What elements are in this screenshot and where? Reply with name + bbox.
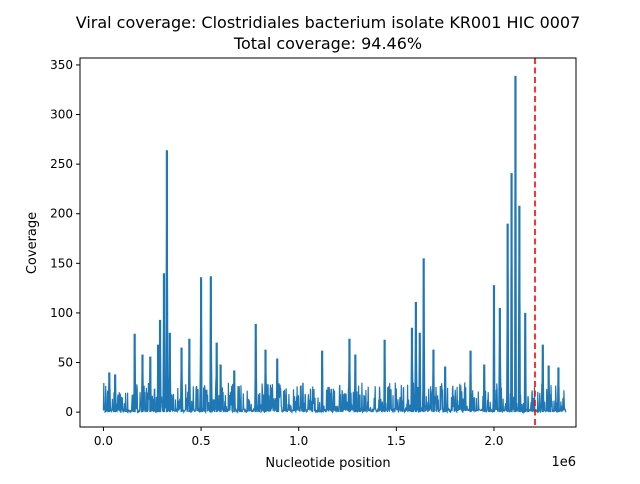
x-axis-offset-label: 1e6 bbox=[551, 455, 576, 470]
coverage-series-line bbox=[102, 115, 567, 415]
y-tick-label: 0 bbox=[65, 405, 73, 419]
x-tick-label: 2.0 bbox=[484, 434, 503, 448]
y-tick-label: 350 bbox=[50, 58, 73, 72]
x-axis-label: Nucleotide position bbox=[265, 456, 390, 471]
y-tick-label: 250 bbox=[50, 157, 73, 171]
axis-ticks: 0.0 0.5 1.0 1.5 2.0 0 50 100 150 200 250 300 350 bbox=[50, 58, 503, 448]
y-tick-label: 100 bbox=[50, 306, 73, 320]
x-tick-label: 1.5 bbox=[387, 434, 406, 448]
chart-subtitle: Total coverage: 94.46% bbox=[233, 34, 422, 53]
plot-area bbox=[102, 58, 567, 427]
y-tick-label: 300 bbox=[50, 108, 73, 122]
x-tick-label: 1.0 bbox=[289, 434, 308, 448]
y-tick-label: 200 bbox=[50, 207, 73, 221]
chart-title: Viral coverage: Clostridiales bacterium … bbox=[76, 13, 581, 32]
x-tick-label: 0.5 bbox=[192, 434, 211, 448]
y-tick-label: 50 bbox=[58, 356, 73, 370]
y-axis-label: Coverage bbox=[25, 212, 40, 274]
x-tick-label: 0.0 bbox=[94, 434, 113, 448]
y-tick-label: 150 bbox=[50, 256, 73, 270]
plot-frame bbox=[79, 57, 577, 428]
